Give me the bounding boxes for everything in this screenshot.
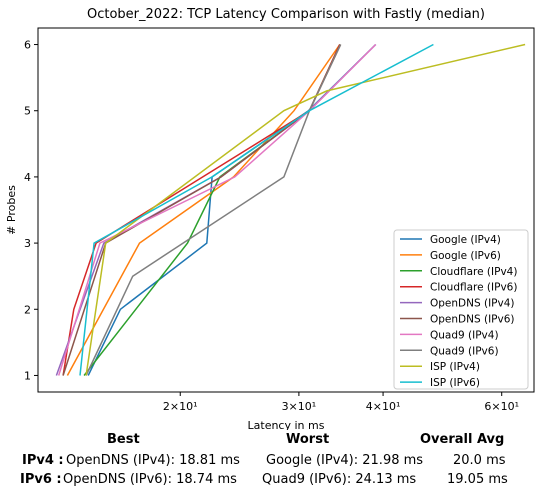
y-tick-label: 6 — [24, 39, 31, 52]
series-line-isp-ipv4 — [85, 43, 526, 376]
x-axis-label: Latency in ms — [248, 419, 325, 430]
y-axis: 1 2 3 4 5 6 — [24, 39, 38, 382]
stats-best-value: OpenDNS (IPv6): 18.74 ms — [63, 472, 237, 487]
series-line-opendns-ipv6 — [62, 44, 342, 376]
series-line-cloudflare-ipv6 — [62, 44, 341, 376]
legend-label: Google (IPv6) — [430, 250, 501, 262]
series-line-google-ipv4 — [87, 43, 377, 376]
stats-header-avg: Overall Avg — [420, 432, 505, 447]
legend-box — [393, 229, 529, 390]
legend-label: Cloudflare (IPv4) — [430, 266, 517, 278]
y-tick-label: 1 — [24, 369, 31, 382]
legend-label: Cloudflare (IPv6) — [430, 282, 517, 294]
y-tick-label: 4 — [24, 171, 31, 184]
stats-avg-value: 19.05 ms — [447, 472, 508, 487]
y-tick-label: 2 — [24, 303, 31, 316]
y-axis-label: # Probes — [5, 185, 18, 235]
x-tick-label: 4×10¹ — [366, 400, 401, 413]
series-line-isp-ipv6 — [79, 43, 434, 376]
y-tick-label: 5 — [24, 105, 31, 118]
x-tick-label: 2×10¹ — [163, 400, 198, 413]
stats-header-best: Best — [107, 432, 140, 447]
x-axis: 2×10¹ 3×10¹ 4×10¹ 6×10¹ — [163, 392, 519, 413]
latency-chart: October_2022: TCP Latency Comparison wit… — [5, 7, 535, 430]
plot-area-frame — [37, 27, 535, 393]
chart-title: October_2022: TCP Latency Comparison wit… — [87, 7, 485, 22]
x-tick-label: 6×10¹ — [484, 400, 519, 413]
stats-worst-value: Quad9 (IPv6): 24.13 ms — [262, 472, 417, 487]
stats-table: Best Worst Overall Avg IPv4 : OpenDNS (I… — [0, 430, 541, 492]
legend-label: ISP (IPv4) — [430, 361, 480, 373]
stats-best-value: OpenDNS (IPv4): 18.81 ms — [66, 453, 240, 468]
stats-row-label: IPv4 : — [22, 453, 64, 468]
series-line-cloudflare-ipv4 — [83, 44, 341, 376]
series-line-quad9-ipv6 — [85, 44, 342, 376]
legend-label: Quad9 (IPv4) — [430, 329, 499, 341]
legend-label: OpenDNS (IPv6) — [430, 314, 515, 326]
stats-header-worst: Worst — [286, 432, 330, 447]
legend: Google (IPv4) Google (IPv6) Cloudflare (IP… — [393, 229, 529, 390]
y-tick-label: 3 — [24, 237, 31, 250]
stats-worst-value: Google (IPv4): 21.98 ms — [266, 453, 424, 468]
series-line-quad9-ipv4 — [57, 43, 377, 376]
series-lines — [55, 43, 526, 376]
stats-row-label: IPv6 : — [20, 472, 62, 487]
legend-label: Quad9 (IPv6) — [430, 345, 499, 357]
x-tick-label: 3×10¹ — [282, 400, 317, 413]
series-line-opendns-ipv4 — [55, 43, 377, 376]
stats-avg-value: 20.0 ms — [453, 453, 506, 468]
legend-label: ISP (IPv6) — [430, 377, 480, 389]
legend-label: OpenDNS (IPv4) — [430, 298, 515, 310]
legend-label: Google (IPv4) — [430, 234, 501, 246]
